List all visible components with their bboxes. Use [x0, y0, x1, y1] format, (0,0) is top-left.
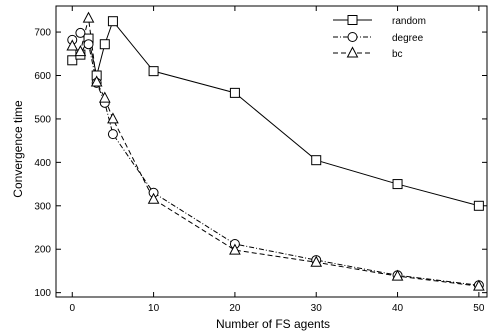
legend-marker-bc — [346, 46, 359, 58]
data-point-random — [229, 87, 240, 98]
y-tick-label: 100 — [34, 288, 51, 299]
data-point-random — [473, 200, 484, 211]
data-point-random — [67, 55, 78, 66]
legend-marker-degree — [347, 32, 358, 42]
x-tick-label: 20 — [229, 303, 241, 314]
y-tick-label: 600 — [34, 71, 51, 82]
plot-frame — [55, 5, 488, 298]
data-point-random — [392, 179, 403, 190]
data-point-random — [107, 16, 118, 27]
y-tick-label: 300 — [34, 201, 51, 212]
data-point-bc — [82, 11, 95, 23]
y-axis-label: Convergence time — [11, 100, 25, 198]
x-tick-label: 30 — [311, 303, 323, 314]
legend-label-random: random — [392, 16, 426, 27]
legend-marker-random — [347, 15, 358, 25]
y-tick-label: 500 — [34, 114, 51, 125]
data-point-degree — [83, 39, 94, 50]
data-point-random — [99, 39, 110, 50]
x-tick-label: 40 — [392, 303, 404, 314]
data-point-random — [311, 155, 322, 166]
x-tick-label: 0 — [69, 303, 75, 314]
legend-label-bc: bc — [392, 49, 403, 60]
x-tick-label: 10 — [148, 303, 160, 314]
data-point-bc — [66, 39, 79, 51]
legend-label-degree: degree — [392, 33, 424, 44]
y-tick-label: 700 — [34, 28, 51, 39]
data-point-bc — [473, 279, 485, 291]
data-point-degree — [107, 129, 118, 140]
x-axis-label: Number of FS agents — [216, 317, 330, 331]
plot-layer: 0 10 20 30 40 50 100 200 300 400 500 600 700 random de… — [34, 5, 488, 314]
data-point-bc — [90, 75, 103, 87]
data-point-degree — [75, 27, 86, 38]
y-tick-label: 400 — [34, 158, 51, 169]
data-point-random — [148, 66, 159, 77]
data-point-bc — [229, 243, 241, 255]
x-tick-label: 50 — [473, 303, 485, 314]
data-point-bc — [147, 192, 160, 204]
data-point-bc — [74, 45, 87, 57]
series-line-random — [71, 20, 479, 207]
data-point-bc — [98, 91, 111, 103]
data-point-bc — [107, 112, 119, 124]
y-tick-label: 200 — [34, 245, 51, 256]
series-line-bc — [71, 18, 479, 287]
data-point-bc — [391, 269, 404, 281]
data-point-bc — [310, 255, 323, 267]
